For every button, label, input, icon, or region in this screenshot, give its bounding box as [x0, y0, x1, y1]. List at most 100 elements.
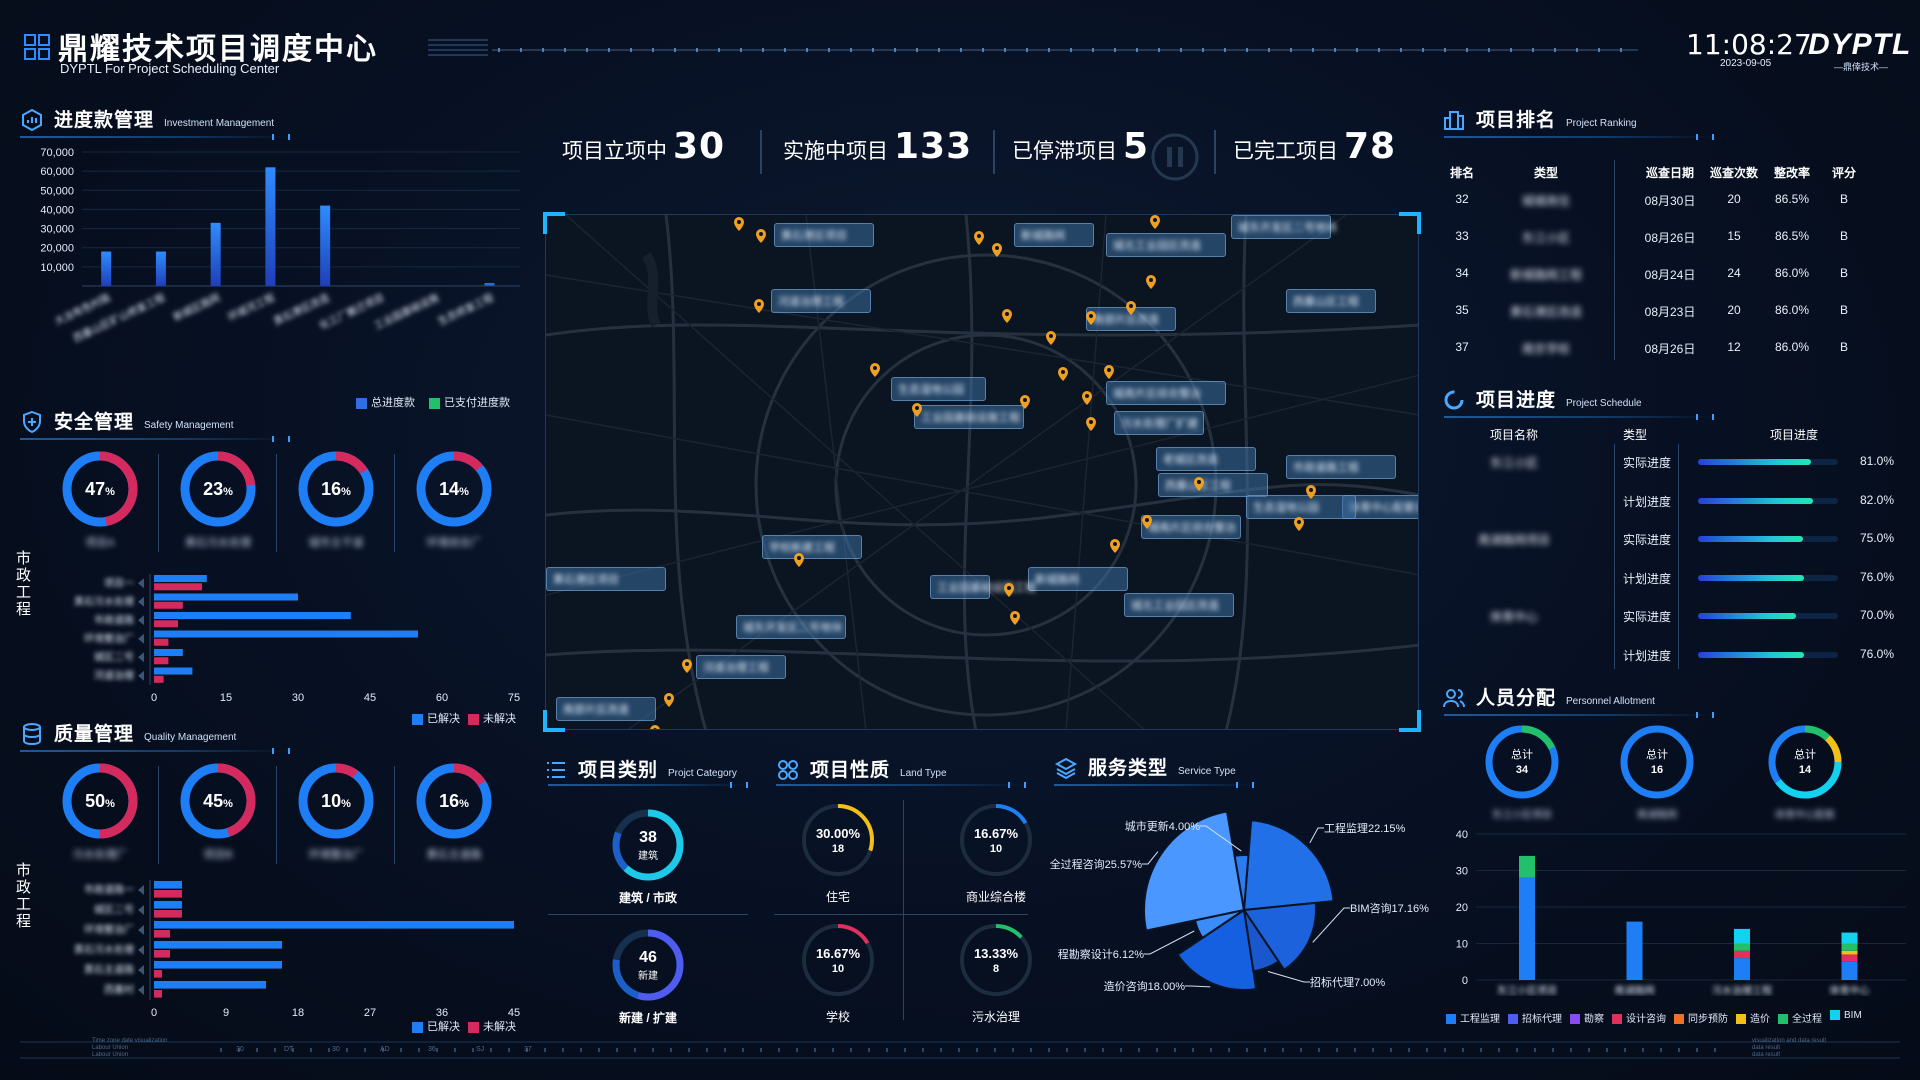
- map-project-label[interactable]: 市政道路工程: [1286, 455, 1396, 479]
- pie-slice[interactable]: 工程监理22.15%: [1242, 819, 1406, 912]
- map-pin-icon[interactable]: [870, 363, 880, 377]
- map-project-label[interactable]: 生态湿地公园: [1246, 495, 1356, 519]
- bar-resolved[interactable]: [154, 921, 514, 929]
- map-project-label[interactable]: 黄石港区项目: [546, 567, 666, 591]
- stacked-bar-segment[interactable]: [1734, 928, 1750, 944]
- bar-resolved[interactable]: [154, 881, 182, 889]
- bar-unresolved[interactable]: [154, 890, 182, 898]
- pie-slice[interactable]: 全过程咨询25.57%: [1050, 810, 1246, 932]
- map-project-label[interactable]: 城南片区综合整治: [1106, 381, 1226, 405]
- pie-slice[interactable]: 造价咨询18.00%: [1104, 908, 1258, 993]
- map-pin-icon[interactable]: [1002, 309, 1012, 323]
- table-row[interactable]: 33 东江小区 08月26日 15 86.5% B: [1444, 229, 1864, 249]
- map-pin-icon[interactable]: [1110, 539, 1120, 553]
- bar-unresolved[interactable]: [154, 910, 182, 918]
- bar-unresolved[interactable]: [154, 930, 170, 938]
- map-pin-icon[interactable]: [1004, 583, 1014, 597]
- bar-unresolved[interactable]: [154, 620, 178, 628]
- map-project-label[interactable]: 生态湿地公园: [891, 377, 986, 401]
- pie-slice[interactable]: 城市更新4.00%: [1125, 819, 1250, 911]
- table-row[interactable]: 34 新城路网工程 08月24日 24 86.0% B: [1444, 266, 1864, 286]
- map-pin-icon[interactable]: [1010, 611, 1020, 625]
- map-pin-icon[interactable]: [1104, 365, 1114, 379]
- map-project-label[interactable]: 污水处理厂扩建: [1114, 411, 1204, 435]
- map-pin-icon[interactable]: [1194, 477, 1204, 491]
- pie-slice[interactable]: 程勘察设计6.12%: [1058, 909, 1245, 961]
- map-project-label[interactable]: 城北工业园区改造: [1106, 233, 1226, 257]
- stacked-bar-segment[interactable]: [1841, 943, 1858, 951]
- map-pin-icon[interactable]: [1020, 395, 1030, 409]
- bar-unresolved[interactable]: [154, 990, 162, 998]
- bar-unresolved[interactable]: [154, 657, 169, 665]
- stacked-bar-segment[interactable]: [1841, 950, 1858, 955]
- table-row[interactable]: 体育中心 实际进度 70.0%: [1444, 608, 1904, 626]
- map-pin-icon[interactable]: [1142, 515, 1152, 529]
- map-project-label[interactable]: 南部片区改造: [556, 697, 656, 721]
- map-project-label[interactable]: 老城区改造: [1156, 447, 1256, 471]
- map-pin-icon[interactable]: [1046, 331, 1056, 345]
- map-project-label[interactable]: 新城路网: [1028, 567, 1128, 591]
- table-row[interactable]: 37 南京学校 08月26日 12 86.0% B: [1444, 340, 1864, 360]
- map-project-label[interactable]: 城东开发区二号地块: [1231, 215, 1337, 239]
- map-pin-icon[interactable]: [1294, 517, 1304, 531]
- pie-wedge[interactable]: [1233, 854, 1250, 911]
- project-map[interactable]: 黄石港区项目 新城路网 城北工业园区改造 城东开发区二号地块 河道治理工程 南部片区改造西…: [545, 214, 1419, 730]
- stacked-bar-segment[interactable]: [1734, 958, 1750, 980]
- table-row[interactable]: 计划进度 82.0%: [1444, 493, 1904, 511]
- map-pin-icon[interactable]: [734, 217, 744, 231]
- map-project-label[interactable]: 河道治理工程: [696, 655, 786, 679]
- map-project-label[interactable]: 河道治理工程: [771, 289, 871, 313]
- map-project-label[interactable]: 城北工业园区改造: [1124, 593, 1234, 617]
- bar-resolved[interactable]: [154, 901, 182, 909]
- table-row[interactable]: 东江小区 实际进度 81.0%: [1444, 454, 1904, 472]
- bar-unresolved[interactable]: [154, 970, 162, 978]
- map-project-label[interactable]: 新城路网: [1014, 223, 1094, 247]
- bar-unresolved[interactable]: [154, 950, 170, 958]
- bar-resolved[interactable]: [154, 593, 298, 601]
- map-pin-icon[interactable]: [1126, 301, 1136, 315]
- bar-resolved[interactable]: [154, 667, 193, 675]
- stacked-bar-segment[interactable]: [1734, 943, 1750, 951]
- bar-unresolved[interactable]: [154, 583, 202, 591]
- map-project-label[interactable]: 工业园基础设施工程: [914, 405, 1024, 429]
- stacked-bar-segment[interactable]: [1841, 954, 1858, 962]
- bar-resolved[interactable]: [154, 612, 351, 620]
- pie-wedge[interactable]: [1176, 908, 1258, 991]
- bar-total[interactable]: [320, 205, 331, 286]
- map-project-label[interactable]: 黄石港区项目: [774, 223, 874, 247]
- bar-total[interactable]: [155, 251, 166, 286]
- stacked-bar-segment[interactable]: [1734, 950, 1750, 959]
- map-pin-icon[interactable]: [1058, 367, 1068, 381]
- map-project-label[interactable]: 城东开发区二号地块: [736, 615, 846, 639]
- map-pin-icon[interactable]: [992, 243, 1002, 257]
- map-pin-icon[interactable]: [1306, 485, 1316, 499]
- bar-unresolved[interactable]: [154, 675, 164, 683]
- bar-total[interactable]: [210, 222, 221, 286]
- table-row[interactable]: 南湖路网项目 实际进度 75.0%: [1444, 531, 1904, 549]
- stacked-bar-segment[interactable]: [1519, 855, 1535, 878]
- table-row[interactable]: 32 城城商住 08月30日 20 86.5% B: [1444, 192, 1864, 212]
- pie-slice[interactable]: 招标代理7.00%: [1243, 909, 1385, 989]
- pie-slice[interactable]: BIM咨询17.16%: [1242, 901, 1429, 972]
- stacked-bar-segment[interactable]: [1841, 961, 1858, 980]
- map-pin-icon[interactable]: [682, 659, 692, 673]
- map-pin-icon[interactable]: [794, 553, 804, 567]
- map-project-label[interactable]: 城南片区综合整治: [1141, 515, 1241, 539]
- table-row[interactable]: 35 黄石港区改造 08月23日 20 86.0% B: [1444, 303, 1864, 323]
- map-pin-icon[interactable]: [754, 299, 764, 313]
- map-pin-icon[interactable]: [912, 403, 922, 417]
- stacked-bar-segment[interactable]: [1626, 921, 1643, 980]
- bar-total[interactable]: [265, 167, 276, 286]
- map-pin-icon[interactable]: [1086, 417, 1096, 431]
- bar-unresolved[interactable]: [154, 601, 183, 609]
- map-project-label[interactable]: 学校新建工程: [762, 535, 862, 559]
- bar-resolved[interactable]: [154, 575, 207, 583]
- table-row[interactable]: 计划进度 76.0%: [1444, 647, 1904, 665]
- stacked-bar-segment[interactable]: [1841, 932, 1858, 944]
- map-project-label[interactable]: 西塞山区工程: [1286, 289, 1376, 313]
- map-pin-icon[interactable]: [650, 725, 660, 730]
- pie-wedge[interactable]: [1242, 901, 1317, 972]
- bar-total[interactable]: [101, 251, 112, 286]
- bar-total[interactable]: [484, 283, 495, 286]
- pie-wedge[interactable]: [1143, 810, 1246, 932]
